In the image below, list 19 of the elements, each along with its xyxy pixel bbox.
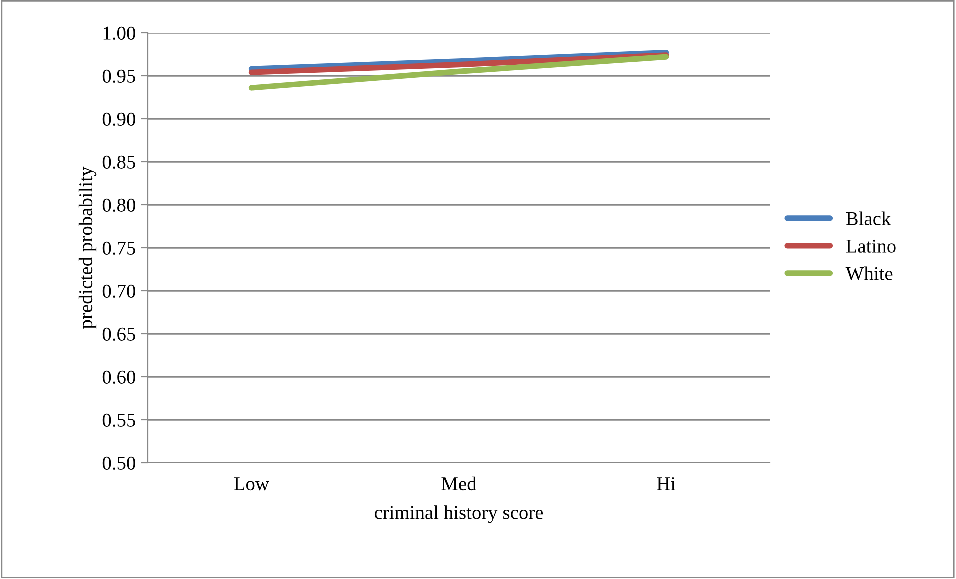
y-tick-label: 0.80 xyxy=(102,198,136,212)
y-tick-label: 0.85 xyxy=(102,156,136,170)
y-tick-label: 0.75 xyxy=(102,242,136,256)
legend-label: Latino xyxy=(846,240,896,253)
x-tick-label: Low xyxy=(234,478,270,491)
y-tick-label: 0.95 xyxy=(102,70,136,84)
y-tick-label: 1.00 xyxy=(104,26,136,40)
y-tick-label: 0.65 xyxy=(102,328,136,342)
y-tick-label: 0.50 xyxy=(102,456,136,470)
legend-label: White xyxy=(846,266,893,281)
y-tick-label: 0.55 xyxy=(102,414,136,428)
x-tick-label: Hi xyxy=(657,478,676,490)
legend-label: Black xyxy=(846,212,892,226)
x-tick-label: Med xyxy=(442,476,477,491)
y-axis-title: predicted probability xyxy=(78,166,97,329)
y-tick-label: 0.90 xyxy=(102,112,136,126)
y-tick-label: 0.70 xyxy=(102,284,136,298)
y-tick-label: 0.60 xyxy=(102,370,136,384)
x-axis-title: criminal history score xyxy=(374,506,544,524)
